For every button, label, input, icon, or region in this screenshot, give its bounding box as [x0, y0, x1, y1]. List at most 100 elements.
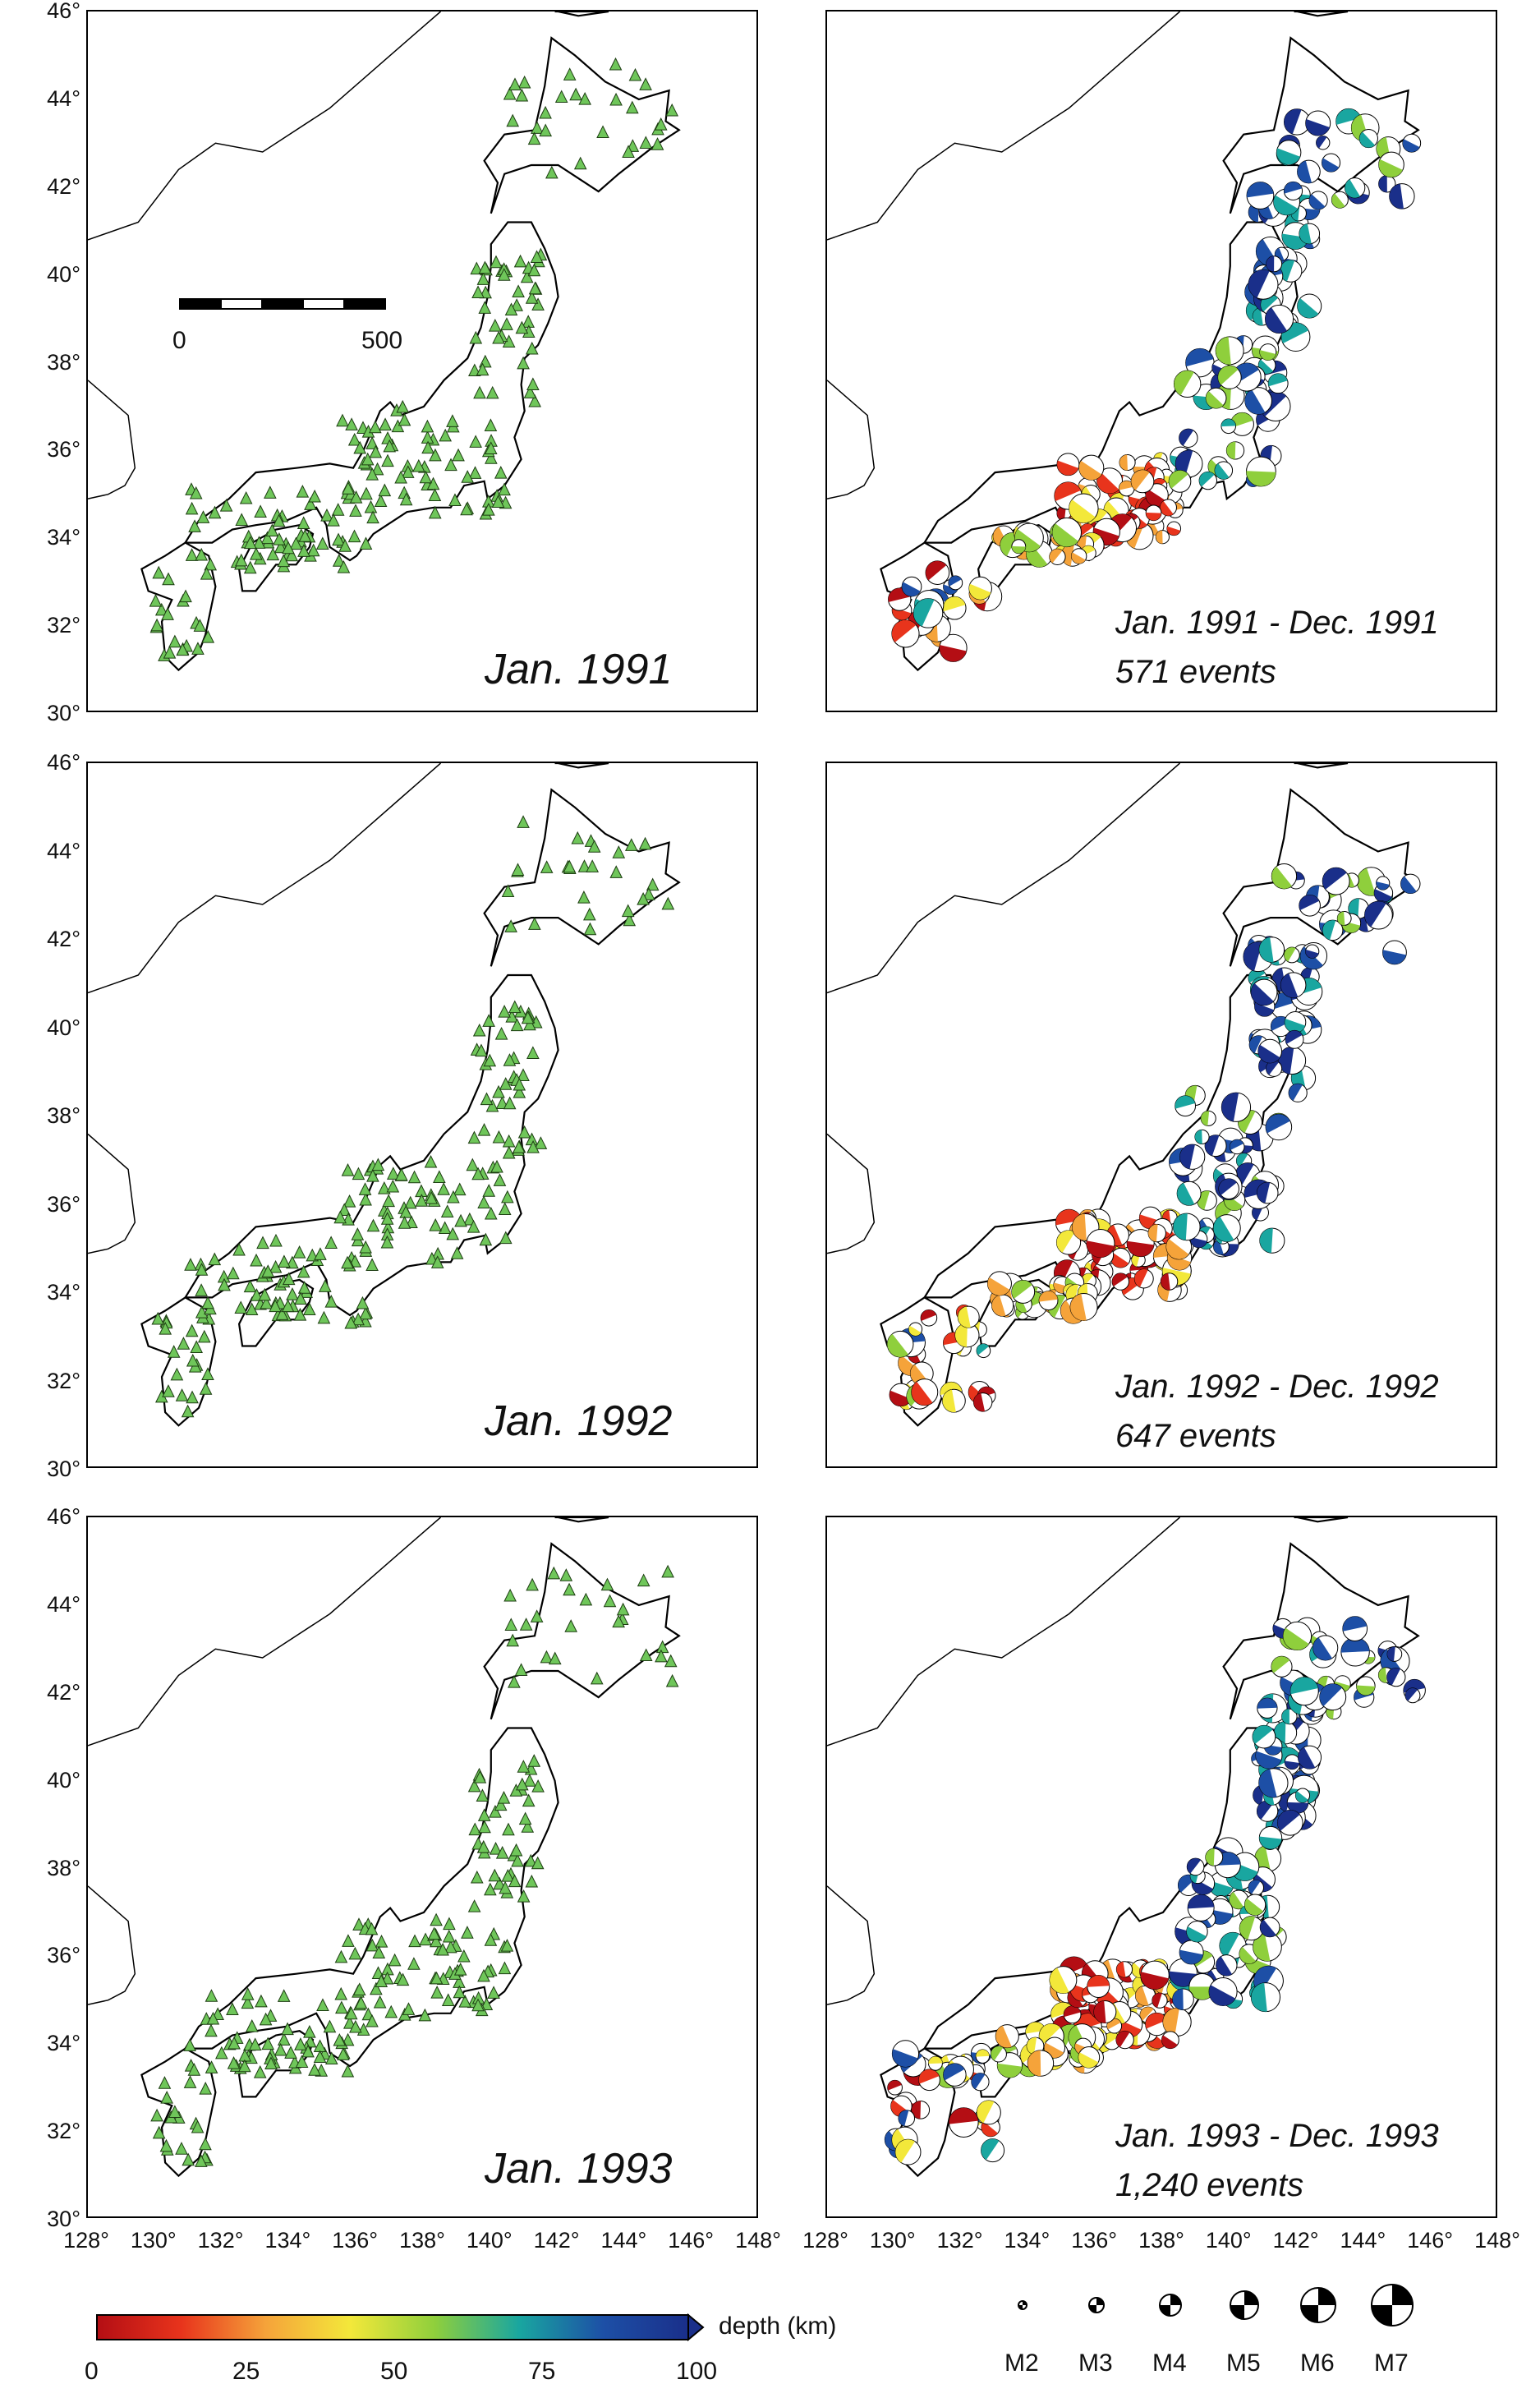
station-marker [563, 67, 577, 81]
station-marker [208, 505, 222, 519]
focal-mechanism-beachball [1069, 493, 1099, 523]
station-marker [639, 1648, 653, 1662]
focal-mechanism-beachball [1011, 539, 1027, 555]
focal-mechanism-beachball [1279, 260, 1303, 283]
latitude-tick-label: 46° [47, 1504, 80, 1529]
focal-mechanism-beachball [1049, 1966, 1078, 1994]
station-marker [342, 1934, 355, 1947]
station-marker [471, 1167, 485, 1180]
station-marker [365, 2014, 379, 2027]
focal-mechanism-beachball [1115, 1961, 1133, 1978]
station-marker [508, 1874, 522, 1888]
station-marker [443, 1917, 456, 1931]
station-marker [282, 1272, 296, 1286]
station-marker [512, 1140, 526, 1153]
focal-mechanism-beachball [1364, 900, 1393, 930]
focal-mechanism-beachball [908, 1322, 923, 1337]
depth-tick-label: 0 [85, 2358, 99, 2385]
station-marker [189, 486, 203, 499]
station-marker [430, 1934, 443, 1948]
longitude-tick-label: 138° [399, 2228, 445, 2253]
longitude-tick-label: 140° [1205, 2228, 1252, 2253]
station-marker [336, 413, 349, 427]
station-marker [500, 317, 513, 330]
focal-mechanism-beachball [1179, 1144, 1206, 1170]
station-marker [478, 301, 492, 314]
focal-mechanism-beachball [1382, 940, 1407, 965]
station-marker [525, 341, 539, 355]
station-marker [540, 860, 554, 873]
station-marker [468, 466, 482, 479]
station-marker [492, 1084, 505, 1098]
station-marker [297, 1264, 310, 1278]
station-marker [399, 1205, 412, 1218]
station-marker [639, 77, 652, 90]
focal-mechanism-beachball [1162, 2007, 1192, 2037]
station-marker [394, 470, 407, 484]
station-marker [624, 838, 638, 851]
focal-mechanism-beachball [1229, 1139, 1245, 1155]
station-marker [527, 1754, 541, 1767]
station-marker [418, 2008, 432, 2022]
station-marker [379, 417, 392, 430]
focal-mechanism-beachball [887, 2079, 903, 2096]
station-marker [159, 2138, 173, 2152]
station-marker [331, 503, 345, 516]
station-marker [654, 117, 668, 131]
latitude-tick-label: 36° [47, 437, 80, 463]
station-marker [188, 519, 201, 532]
station-marker [526, 1140, 540, 1153]
station-marker [531, 121, 544, 134]
station-marker [509, 1843, 523, 1857]
station-marker [515, 88, 529, 102]
station-marker [181, 1404, 195, 1418]
scalebar [179, 298, 386, 310]
focal-mechanism-beachball [1389, 183, 1415, 209]
station-marker [256, 1236, 269, 1250]
station-marker [467, 1130, 481, 1144]
station-marker [334, 1986, 348, 2000]
station-marker [316, 1998, 329, 2012]
focal-mechanism-beachball [1253, 1931, 1282, 1962]
station-marker [480, 1092, 494, 1106]
station-marker [227, 1266, 240, 1280]
station-marker [430, 1971, 444, 1985]
focal-mechanism-beachball [1071, 548, 1087, 564]
station-marker [386, 1167, 400, 1180]
station-marker [285, 548, 299, 562]
latitude-tick-label: 32° [47, 613, 80, 638]
focal-mechanism-beachball [891, 2040, 920, 2068]
longitude-tick-label: 144° [1340, 2228, 1386, 2253]
station-marker [193, 619, 207, 632]
station-marker [168, 634, 182, 648]
focal-mechanism-beachball [1230, 412, 1254, 436]
station-marker [324, 1236, 338, 1250]
focal-mechanism-beachball [1118, 480, 1135, 497]
focal-mechanism-beachball [1299, 895, 1321, 917]
longitude-tick-label: 132° [936, 2228, 983, 2253]
station-marker [477, 1840, 490, 1853]
station-marker [524, 1853, 538, 1867]
station-marker [504, 1618, 518, 1631]
station-marker [163, 646, 177, 659]
station-map-1991 [86, 10, 758, 712]
station-marker [559, 1568, 573, 1581]
station-marker [186, 1353, 200, 1367]
focal-mechanism-beachball [1281, 1708, 1298, 1725]
station-marker [482, 1184, 496, 1197]
depth-tick-label: 100 [676, 2358, 718, 2385]
station-marker [293, 1308, 307, 1321]
focal-mechanism-beachball [1378, 175, 1396, 193]
station-marker [375, 1935, 388, 1948]
station-marker [208, 1252, 222, 1266]
station-marker [569, 87, 582, 101]
focal-mechanism-beachball [948, 575, 963, 591]
station-marker [382, 1194, 395, 1208]
station-marker [274, 2042, 287, 2056]
focal-mechanism-beachball [925, 560, 950, 585]
focal-mechanism-beachball [1147, 1223, 1166, 1243]
station-marker [297, 1281, 311, 1294]
focal-mechanism-beachball [954, 1323, 980, 1348]
focal-mechanism-beachball [1140, 1960, 1170, 1990]
station-marker [373, 1995, 387, 2009]
